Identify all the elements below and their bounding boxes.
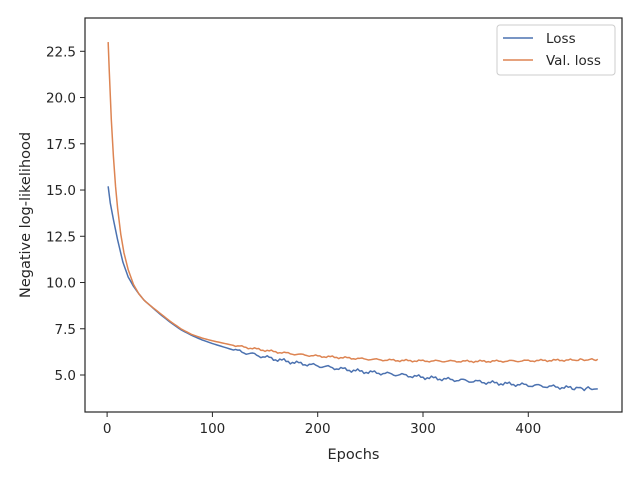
y-axis-label: Negative log-likelihood bbox=[18, 132, 34, 298]
x-axis-ticks: 0 100 200 300 400 bbox=[103, 412, 541, 437]
plot-area bbox=[84, 17, 623, 413]
y-axis-ticks: 5.0 7.5 10.0 12.5 15.0 17.5 20.0 22.5 bbox=[46, 44, 85, 384]
y-tick-label: 10.0 bbox=[46, 276, 76, 292]
legend-label: Loss bbox=[546, 31, 576, 47]
y-tick-label: 12.5 bbox=[46, 229, 76, 245]
x-tick-label: 300 bbox=[410, 421, 436, 437]
y-tick-label: 7.5 bbox=[55, 322, 76, 338]
series-lines bbox=[107, 42, 599, 392]
x-tick-label: 200 bbox=[305, 421, 331, 437]
x-tick-label: 400 bbox=[515, 421, 541, 437]
y-tick-label: 22.5 bbox=[46, 44, 76, 60]
x-tick-label: 0 bbox=[103, 421, 112, 437]
y-tick-label: 17.5 bbox=[46, 137, 76, 153]
legend-label: Val. loss bbox=[546, 53, 601, 69]
y-tick-label: 5.0 bbox=[55, 368, 76, 384]
x-tick-label: 100 bbox=[200, 421, 226, 437]
x-axis-label: Epochs bbox=[328, 447, 380, 463]
series-line-loss bbox=[107, 186, 598, 392]
y-tick-label: 20.0 bbox=[46, 91, 76, 107]
legend: Loss Val. loss bbox=[496, 24, 616, 76]
y-tick-label: 15.0 bbox=[46, 183, 76, 199]
series-line-val-loss bbox=[107, 42, 599, 364]
